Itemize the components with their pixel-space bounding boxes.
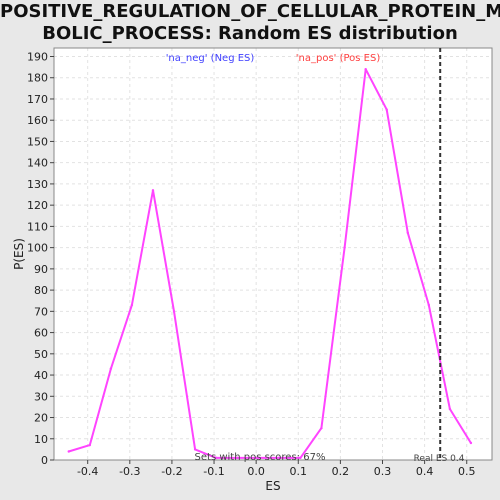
y-tick-label: 20 xyxy=(34,412,48,425)
y-tick-label: 130 xyxy=(27,178,48,191)
series-layer xyxy=(67,48,473,460)
chart-title: POSITIVE_REGULATION_OF_CELLULAR_PROTEIN_… xyxy=(0,1,500,45)
x-axis-label: ES xyxy=(265,479,280,493)
data-point xyxy=(172,310,176,313)
y-tick-label: 120 xyxy=(27,199,48,212)
y-axis-label: P(ES) xyxy=(12,238,26,270)
annotation-layer: 'na_neg' (Neg ES) 'na_pos' (Pos ES) Sets… xyxy=(166,53,465,464)
x-tick-label: -0.3 xyxy=(119,465,140,478)
data-point xyxy=(109,367,113,370)
x-tick-label: 0.2 xyxy=(332,465,350,478)
x-tick-label: -0.1 xyxy=(203,465,224,478)
data-point xyxy=(427,303,431,307)
plot-border xyxy=(53,47,493,461)
axes: 0 10 20 30 40 50 60 70 80 90 100 110 120 130 140 150 160… xyxy=(27,47,493,478)
x-tick-label: 0.4 xyxy=(416,465,434,478)
y-tick-label: 90 xyxy=(34,263,48,276)
x-tick-label: 0.5 xyxy=(458,465,476,478)
y-tick-label: 80 xyxy=(34,284,48,297)
pos-scores-label: Sets with pos scores: 67% xyxy=(195,452,326,463)
real-es-label: Real ES 0.4 xyxy=(414,454,465,464)
x-tick-label: 0.1 xyxy=(290,465,308,478)
y-tick-label: 0 xyxy=(41,454,48,467)
data-point xyxy=(364,68,367,71)
x-tick-label: -0.2 xyxy=(161,465,182,478)
data-point xyxy=(88,443,91,447)
grid xyxy=(54,48,492,461)
data-point xyxy=(214,456,218,460)
data-point xyxy=(320,426,323,430)
data-point xyxy=(406,231,409,234)
y-tick-label: 30 xyxy=(34,390,48,403)
x-tick-label: -0.4 xyxy=(77,465,98,478)
data-point xyxy=(193,448,197,451)
plot-area xyxy=(54,48,492,460)
data-point xyxy=(257,456,260,460)
y-tick-label: 160 xyxy=(27,114,48,127)
legend-neg-es: 'na_neg' (Neg ES) xyxy=(166,53,255,64)
legend-pos-es: 'na_pos' (Pos ES) xyxy=(296,53,381,64)
y-tick-label: 70 xyxy=(34,305,48,318)
data-point xyxy=(278,456,281,460)
data-point xyxy=(343,246,346,249)
chart-title-line-2: BOLIC_PROCESS: Random ES distribution xyxy=(42,23,458,44)
y-tick-label: 140 xyxy=(27,157,48,170)
y-tick-label: 170 xyxy=(27,93,48,106)
x-tick-label: 0.3 xyxy=(374,465,392,478)
data-point xyxy=(469,441,473,445)
y-tick-label: 40 xyxy=(34,369,48,382)
y-tick-label: 180 xyxy=(27,72,48,85)
y-tick-label: 60 xyxy=(34,327,48,340)
data-point xyxy=(236,456,239,460)
y-tick-label: 190 xyxy=(27,50,48,63)
y-tick-label: 50 xyxy=(34,348,48,361)
data-point xyxy=(448,407,452,411)
es-distribution-line xyxy=(68,68,472,459)
y-tick-label: 10 xyxy=(34,433,48,446)
data-point xyxy=(385,108,388,111)
data-point xyxy=(151,189,155,192)
y-tick-label: 110 xyxy=(27,220,48,233)
y-tick-label: 100 xyxy=(27,242,48,255)
y-tick-label: 150 xyxy=(27,135,48,148)
x-tick-label: 0.0 xyxy=(247,465,265,478)
data-point xyxy=(299,456,302,460)
data-point xyxy=(67,450,70,453)
chart-title-line-1: POSITIVE_REGULATION_OF_CELLULAR_PROTEIN_… xyxy=(0,1,500,22)
data-point xyxy=(130,303,134,307)
